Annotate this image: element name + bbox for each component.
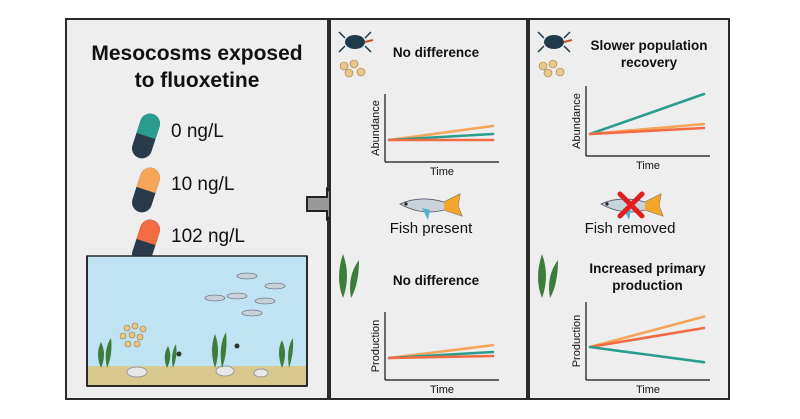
- y-axis-label: Abundance: [571, 93, 583, 149]
- fish-removed-label: Fish removed: [584, 220, 676, 237]
- y-axis-label: Production: [370, 320, 382, 373]
- panel-title: Mesocosms exposed to fluoxetine: [91, 42, 303, 92]
- y-axis-label: Production: [571, 315, 583, 368]
- production-chart: Production Time: [370, 312, 499, 396]
- fish-present-panel: No difference Abundance Time Fish present…: [329, 18, 528, 400]
- series-line-1: [588, 326, 706, 349]
- series-line-2: [387, 354, 495, 360]
- abundance-chart: Abundance Time: [370, 94, 499, 178]
- abundance-chart: Abundance Time: [571, 86, 710, 172]
- zooplankton-icon: [538, 59, 565, 78]
- fish-present-label: Fish present: [389, 220, 473, 237]
- predator-insect-icon: [537, 31, 573, 53]
- top-heading: No difference: [392, 45, 480, 60]
- bottom-heading: Increased primary production: [589, 261, 706, 293]
- dose-label-2: 102 ng/L: [171, 226, 245, 247]
- predator-insect-icon: [338, 31, 374, 53]
- series-line-0: [588, 315, 706, 349]
- series-line-2: [588, 126, 706, 136]
- capsule-icon-0: [131, 113, 161, 159]
- aquatic-plant-icon: [339, 254, 359, 298]
- aquatic-plant-icon: [538, 254, 558, 298]
- y-axis-label: Abundance: [370, 100, 382, 156]
- capsule-cap: [136, 113, 161, 140]
- mesocosm-tank: [86, 255, 308, 387]
- fish-removed-panel: Slower population recovery Abundance Time…: [528, 18, 730, 400]
- production-chart: Production Time: [571, 302, 710, 396]
- x-axis-label: Time: [430, 384, 454, 396]
- capsule-icon-1: [131, 167, 161, 213]
- series-line-0: [588, 92, 706, 136]
- x-axis-label: Time: [430, 166, 454, 178]
- guppy-fish-icon: [399, 193, 463, 220]
- bottom-heading: No difference: [392, 273, 480, 288]
- x-axis-label: Time: [636, 384, 660, 396]
- dose-label-1: 10 ng/L: [171, 174, 235, 195]
- mesocosm-panel: Mesocosms exposed to fluoxetine 0 ng/L 1…: [65, 18, 329, 400]
- top-heading: Slower population recovery: [590, 38, 708, 70]
- red-x-icon: [617, 191, 645, 219]
- series-line-2: [588, 345, 706, 364]
- guppy-fish-icon: [204, 272, 286, 317]
- series-line-0: [387, 124, 495, 142]
- aquatic-plant-icon: [98, 332, 294, 368]
- capsule-icon-2: [131, 219, 161, 265]
- zooplankton-icon: [339, 59, 366, 78]
- dose-label-0: 0 ng/L: [171, 121, 224, 142]
- x-axis-label: Time: [636, 160, 660, 172]
- zooplankton-icon: [119, 322, 147, 348]
